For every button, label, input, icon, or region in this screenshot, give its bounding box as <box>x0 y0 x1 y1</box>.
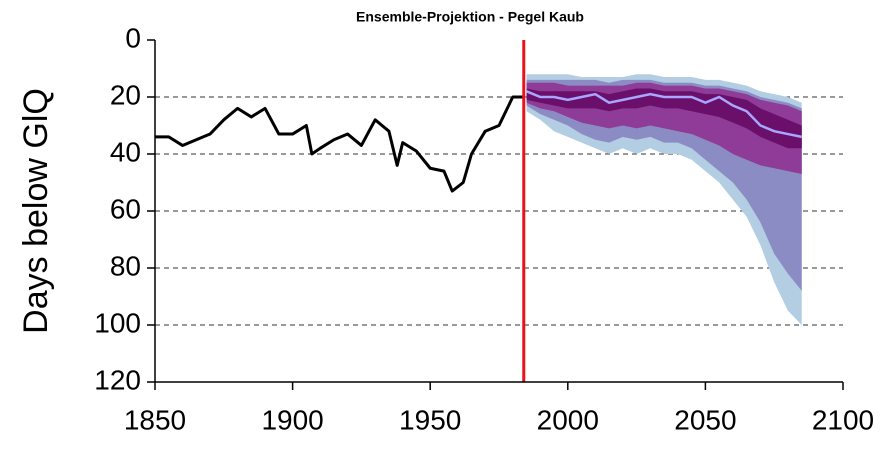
y-tick-label: 60 <box>110 193 141 224</box>
x-tick-label: 1950 <box>399 404 461 435</box>
x-tick-label: 1900 <box>261 404 323 435</box>
y-tick-label: 80 <box>110 250 141 281</box>
y-tick-label: 120 <box>94 364 141 395</box>
x-tick-label: 2000 <box>537 404 599 435</box>
y-tick-label: 100 <box>94 307 141 338</box>
x-tick-label: 1850 <box>124 404 186 435</box>
chart-title: Ensemble-Projektion - Pegel Kaub <box>356 9 584 25</box>
y-tick-label: 20 <box>110 79 141 110</box>
y-axis-label: Days below GlQ <box>17 88 55 334</box>
y-tick-label: 0 <box>125 22 141 53</box>
x-tick-label: 2100 <box>812 404 874 435</box>
y-tick-label: 40 <box>110 136 141 167</box>
x-tick-label: 2050 <box>674 404 736 435</box>
ensemble-band <box>526 88 802 149</box>
median-line <box>526 90 802 139</box>
historical-line <box>155 95 524 193</box>
